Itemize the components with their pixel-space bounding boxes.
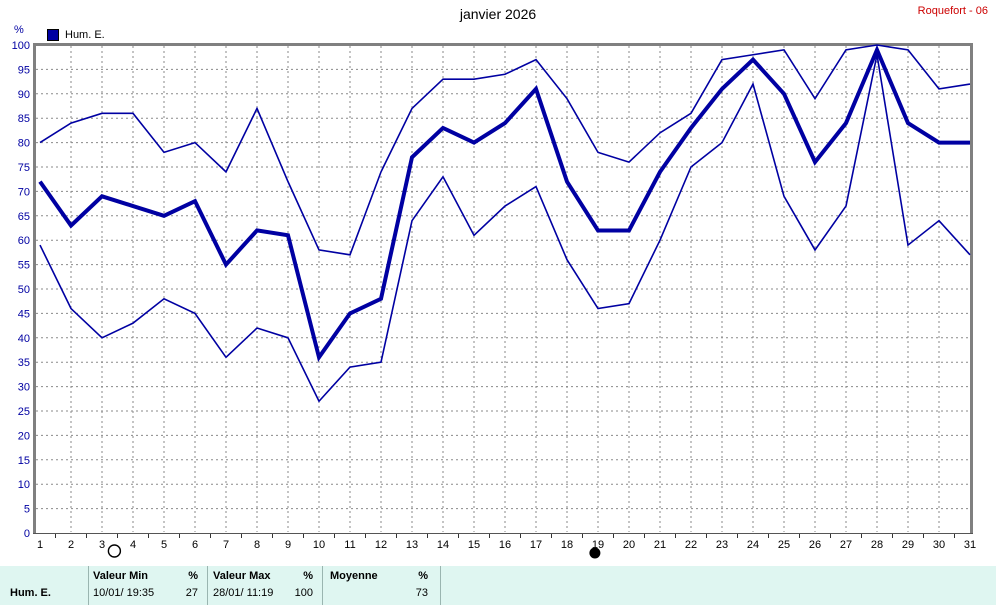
- y-tick-label: 20: [18, 430, 30, 442]
- x-tick-label: 1: [37, 539, 43, 551]
- x-tick-label: 2: [68, 539, 74, 551]
- x-tick-label: 21: [654, 539, 666, 551]
- x-tick-label: 31: [964, 539, 976, 551]
- y-tick-label: 25: [18, 406, 30, 418]
- y-tick-label: 95: [18, 64, 30, 76]
- page-title: janvier 2026: [459, 6, 537, 22]
- legend: Hum. E.: [47, 29, 105, 41]
- x-tick-label: 5: [161, 539, 167, 551]
- col-header-valeur-min: Valeur Min: [93, 570, 149, 582]
- series-line-moyenne: [38, 44, 970, 363]
- y-tick-label: 100: [12, 40, 30, 52]
- y-tick-label: 80: [18, 138, 30, 150]
- x-tick-label: 4: [130, 539, 136, 551]
- table-separator: [440, 566, 441, 605]
- y-tick-label: 35: [18, 357, 30, 369]
- y-tick-label: 65: [18, 211, 30, 223]
- col-unit-max: %: [303, 570, 313, 582]
- x-tick-label: 20: [623, 539, 635, 551]
- x-tick-label: 9: [285, 539, 291, 551]
- min-date: 10/01/ 19:35: [93, 587, 155, 599]
- summary-table: Valeur Min % Valeur Max % Moyenne % Hum.…: [0, 566, 996, 605]
- col-unit-min: %: [188, 570, 198, 582]
- col-unit-moyenne: %: [418, 570, 428, 582]
- x-tick-label: 26: [809, 539, 821, 551]
- col-header-moyenne: Moyenne: [330, 570, 378, 582]
- y-tick-label: 55: [18, 260, 30, 272]
- y-tick-label: 40: [18, 333, 30, 345]
- y-tick-label: 45: [18, 308, 30, 320]
- chart-plot-area: 0510152025303540455055606570758085909510…: [12, 40, 976, 559]
- y-tick-label: 10: [18, 479, 30, 491]
- x-tick-label: 13: [406, 539, 418, 551]
- moyenne-value: 73: [415, 587, 428, 599]
- x-tick-label: 24: [747, 539, 759, 551]
- series-line-max: [39, 44, 971, 256]
- x-tick-label: 8: [254, 539, 260, 551]
- x-tick-label: 27: [840, 539, 852, 551]
- y-tick-label: 60: [18, 235, 30, 247]
- x-tick-label: 25: [778, 539, 790, 551]
- x-tick-label: 15: [468, 539, 480, 551]
- y-tick-label: 50: [18, 284, 30, 296]
- x-tick-label: 12: [375, 539, 387, 551]
- y-tick-label: 90: [18, 89, 30, 101]
- legend-swatch-icon: [47, 29, 59, 41]
- legend-label: Hum. E.: [65, 29, 105, 41]
- x-tick-label: 22: [685, 539, 697, 551]
- x-tick-label: 11: [344, 539, 355, 551]
- min-value: 27: [185, 587, 198, 599]
- x-tick-label: 3: [99, 539, 105, 551]
- x-tick-label: 18: [561, 539, 573, 551]
- max-date: 28/01/ 11:19: [213, 587, 274, 599]
- full-moon-icon: [107, 544, 122, 558]
- x-tick-label: 7: [223, 539, 229, 551]
- max-value: 100: [294, 587, 313, 599]
- row-label: Hum. E.: [10, 587, 51, 599]
- table-separator: [207, 566, 208, 605]
- y-tick-label: 70: [18, 186, 30, 198]
- x-tick-label: 30: [933, 539, 945, 551]
- table-separator: [88, 566, 89, 605]
- x-tick-label: 14: [437, 539, 449, 551]
- x-tick-label: 16: [499, 539, 511, 551]
- x-tick-label: 28: [871, 539, 883, 551]
- x-tick-label: 17: [530, 539, 542, 551]
- y-tick-label: 85: [18, 113, 30, 125]
- x-tick-label: 29: [902, 539, 914, 551]
- x-tick-label: 6: [192, 539, 198, 551]
- x-tick-label: 23: [716, 539, 728, 551]
- y-tick-label: 75: [18, 162, 30, 174]
- y-tick-label: 0: [24, 528, 30, 540]
- y-tick-label: 15: [18, 455, 30, 467]
- y-tick-label: 30: [18, 382, 30, 394]
- table-separator: [322, 566, 323, 605]
- x-tick-label: 10: [313, 539, 325, 551]
- series-line-min: [39, 54, 971, 403]
- y-tick-label: 5: [24, 504, 30, 516]
- col-header-valeur-max: Valeur Max: [213, 570, 271, 582]
- new-moon-icon: [589, 547, 601, 559]
- station-label: Roquefort - 06: [917, 5, 988, 17]
- y-axis-unit: %: [14, 24, 24, 36]
